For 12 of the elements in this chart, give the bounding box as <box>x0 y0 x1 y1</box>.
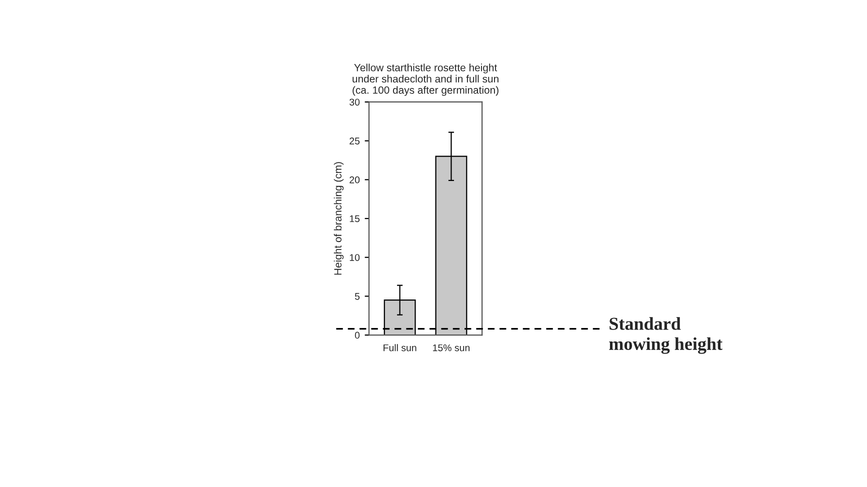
chart-title: Yellow starthistle rosette height under shadecloth and in full sun (ca. 100 days after germination) <box>352 64 498 96</box>
x-tick-label: 15% sun <box>433 344 470 352</box>
x-tick-label: Full sun <box>384 344 416 352</box>
y-tick-label: 30 <box>350 98 360 106</box>
y-tick-label: 5 <box>354 293 360 300</box>
y-tick-label: 0 <box>354 332 360 339</box>
y-tick-label: 10 <box>350 254 360 261</box>
ref-line-label: Standard mowing height <box>609 317 722 354</box>
y-tick-label: 20 <box>350 176 360 184</box>
y-tick-label: 25 <box>350 138 360 144</box>
y-axis-title: Height of branching (cm) <box>334 162 344 275</box>
y-tick-label: 15 <box>350 215 360 222</box>
